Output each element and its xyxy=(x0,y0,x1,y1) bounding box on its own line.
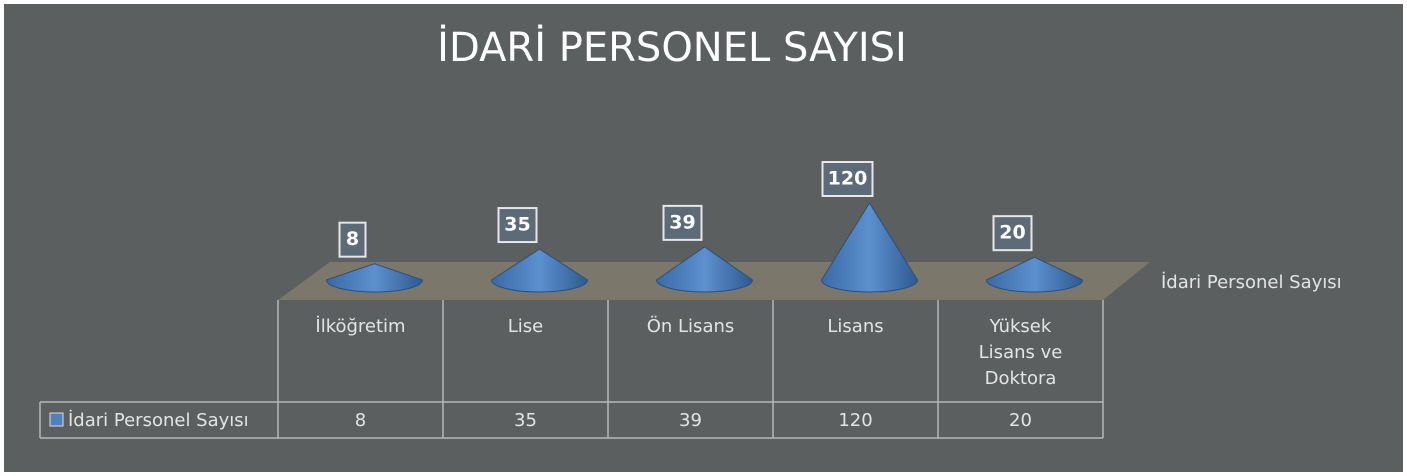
table-value: 120 xyxy=(838,410,872,431)
chart-area: İDARİ PERSONEL SAYISI İdari Personel Say… xyxy=(4,4,1403,472)
category-label: Yüksek Lisans ve Doktora xyxy=(978,316,1063,389)
data-label: 120 xyxy=(828,168,868,190)
category-label: Lise xyxy=(507,316,544,337)
data-label-box xyxy=(497,207,538,244)
chart: İDARİ PERSONEL SAYISI İdari Personel Say… xyxy=(39,23,1342,439)
category-label: Lisans xyxy=(827,316,884,337)
table-series-name: İdari Personel Sayısı xyxy=(68,410,249,431)
category-label: İlköğretim xyxy=(315,316,406,337)
data-label-box xyxy=(992,215,1033,252)
cone xyxy=(985,256,1084,293)
legend-key xyxy=(49,412,64,427)
cone xyxy=(655,246,754,293)
data-label: 39 xyxy=(669,211,695,233)
data-label-box xyxy=(821,161,874,197)
cone xyxy=(490,248,589,293)
table-value: 39 xyxy=(679,410,702,431)
cone xyxy=(325,263,424,293)
category-label: Ön Lisans xyxy=(646,316,735,337)
data-label: 35 xyxy=(504,214,530,236)
legend-label: İdari Personel Sayısı xyxy=(1161,272,1342,293)
chart-title: İDARİ PERSONEL SAYISI xyxy=(437,23,907,71)
data-label: 8 xyxy=(346,228,359,250)
table-value: 20 xyxy=(1009,410,1032,431)
cone xyxy=(820,202,919,293)
data-label-box xyxy=(662,204,703,241)
table-value: 35 xyxy=(514,410,537,431)
data-label: 20 xyxy=(999,222,1025,244)
data-label-box xyxy=(338,221,367,258)
table-value: 8 xyxy=(355,410,366,431)
